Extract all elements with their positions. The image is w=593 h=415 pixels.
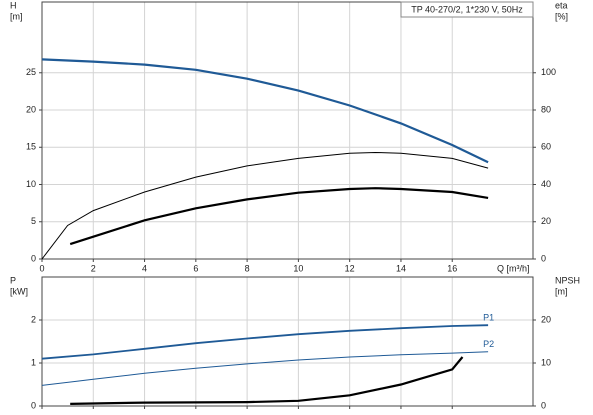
y2-axis-label: NPSH (555, 275, 580, 285)
curve (41, 351, 489, 386)
x-tick-label: 2 (91, 263, 96, 273)
y-tick-label: 20 (26, 104, 36, 114)
curve (41, 58, 489, 164)
curve (70, 356, 464, 405)
plot-area (42, 277, 533, 406)
y-tick-label: 0 (31, 253, 36, 263)
curve (69, 187, 489, 246)
x-tick-label: 0 (39, 263, 44, 273)
series-label: P1 (483, 313, 494, 323)
x-tick-label: 16 (447, 263, 457, 273)
curve (41, 151, 489, 260)
y2-axis-unit: [%] (555, 11, 568, 21)
y-axis-label: P (10, 275, 16, 285)
chart-title: TP 40-270/2, 1*230 V, 50Hz (411, 4, 523, 14)
x-tick-label: 12 (345, 263, 355, 273)
y-tick-label: 10 (26, 179, 36, 189)
y2-axis-label: eta (555, 0, 568, 10)
y-tick-label: 25 (26, 67, 36, 77)
title-box (400, 1, 534, 18)
y-axis-label: H (10, 0, 17, 10)
series-label: P2 (483, 339, 494, 349)
x-tick-label: 6 (193, 263, 198, 273)
y-axis-unit: [kW] (10, 286, 28, 296)
y-tick-label: 15 (26, 142, 36, 152)
plot-area (42, 2, 533, 259)
y2-tick-label: 40 (541, 179, 551, 189)
curve (41, 324, 489, 360)
y2-tick-label: 100 (541, 67, 556, 77)
x-tick-label: 4 (142, 263, 147, 273)
y2-tick-label: 80 (541, 104, 551, 114)
y2-tick-label: 0 (541, 400, 546, 410)
x-axis-label: Q [m³/h] (497, 263, 530, 273)
y2-axis-unit: [m] (555, 286, 568, 296)
plot-border (41, 1, 534, 260)
x-tick-label: 14 (396, 263, 406, 273)
y2-tick-label: 0 (541, 253, 546, 263)
y2-tick-label: 20 (541, 314, 551, 324)
y2-tick-label: 60 (541, 142, 551, 152)
y2-tick-label: 10 (541, 357, 551, 367)
y-axis-unit: [m] (10, 11, 23, 21)
y-tick-label: 1 (31, 357, 36, 367)
y2-tick-label: 20 (541, 216, 551, 226)
y-tick-label: 0 (31, 400, 36, 410)
x-tick-label: 10 (293, 263, 303, 273)
plot-border (41, 276, 534, 407)
y-tick-label: 2 (31, 314, 36, 324)
x-tick-label: 8 (245, 263, 250, 273)
y-tick-label: 5 (31, 216, 36, 226)
